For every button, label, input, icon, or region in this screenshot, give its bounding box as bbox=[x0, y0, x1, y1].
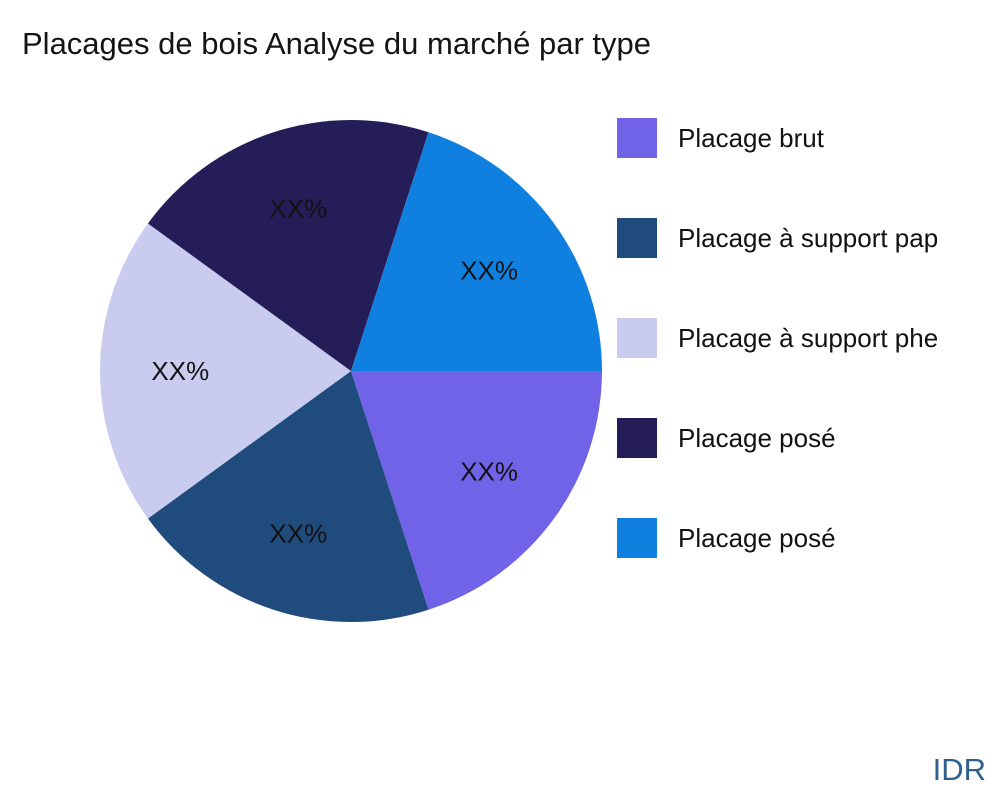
legend-item-1: Placage à support pap bbox=[617, 218, 1000, 258]
watermark-idr: IDR bbox=[932, 752, 986, 787]
pie-slice-3 bbox=[147, 119, 429, 371]
legend-item-0: Placage brut bbox=[617, 118, 1000, 158]
legend: Placage brut Placage à support pap Placa… bbox=[617, 118, 1000, 618]
legend-swatch bbox=[617, 418, 657, 458]
legend-item-4: Placage posé bbox=[617, 518, 1000, 558]
legend-swatch bbox=[617, 218, 657, 258]
legend-label: Placage posé bbox=[678, 422, 836, 453]
chart-title: Placages de bois Analyse du marché par t… bbox=[22, 26, 651, 61]
pie-slice-1 bbox=[147, 371, 429, 623]
pie-slice-0 bbox=[351, 371, 602, 610]
legend-label: Placage à support pap bbox=[678, 222, 939, 253]
legend-label: Placage à support phe bbox=[678, 322, 939, 353]
legend-label: Placage posé bbox=[678, 522, 836, 553]
legend-swatch bbox=[617, 518, 657, 558]
legend-label: Placage brut bbox=[678, 122, 824, 153]
pie-slice-4 bbox=[351, 132, 602, 371]
legend-swatch bbox=[617, 318, 657, 358]
legend-item-3: Placage posé bbox=[617, 418, 1000, 458]
legend-item-2: Placage à support phe bbox=[617, 318, 1000, 358]
pie-slice-label: XX% bbox=[151, 356, 209, 386]
pie-slice-label: XX% bbox=[269, 518, 327, 548]
pie-slice-label: XX% bbox=[460, 456, 518, 486]
pie-slice-label: XX% bbox=[460, 256, 518, 286]
pie-slice-2 bbox=[100, 223, 352, 519]
legend-swatch bbox=[617, 118, 657, 158]
pie-slice-label: XX% bbox=[269, 194, 327, 224]
